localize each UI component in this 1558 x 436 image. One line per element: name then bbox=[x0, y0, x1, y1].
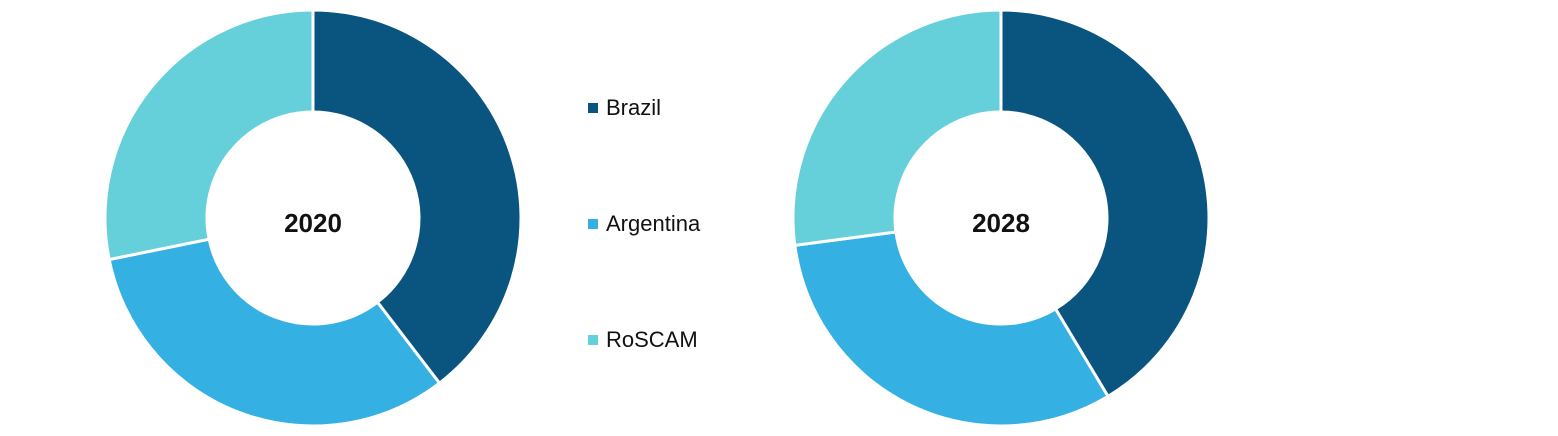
legend-label: Argentina bbox=[606, 211, 701, 236]
donut-slice bbox=[311, 8, 523, 386]
donut-slice bbox=[999, 8, 1211, 399]
legend-swatch bbox=[588, 219, 598, 229]
center-label: 2028 bbox=[972, 208, 1030, 238]
legend-label: RoSCAM bbox=[606, 327, 698, 352]
donut-slice bbox=[793, 230, 1111, 428]
donut-slice bbox=[791, 8, 1003, 248]
legend-swatch bbox=[588, 335, 598, 345]
center-label: 2020 bbox=[284, 208, 342, 238]
legend-swatch bbox=[588, 103, 598, 113]
legend-label: Brazil bbox=[606, 95, 661, 120]
donut-slice bbox=[107, 237, 442, 428]
donut-slice bbox=[103, 8, 315, 262]
